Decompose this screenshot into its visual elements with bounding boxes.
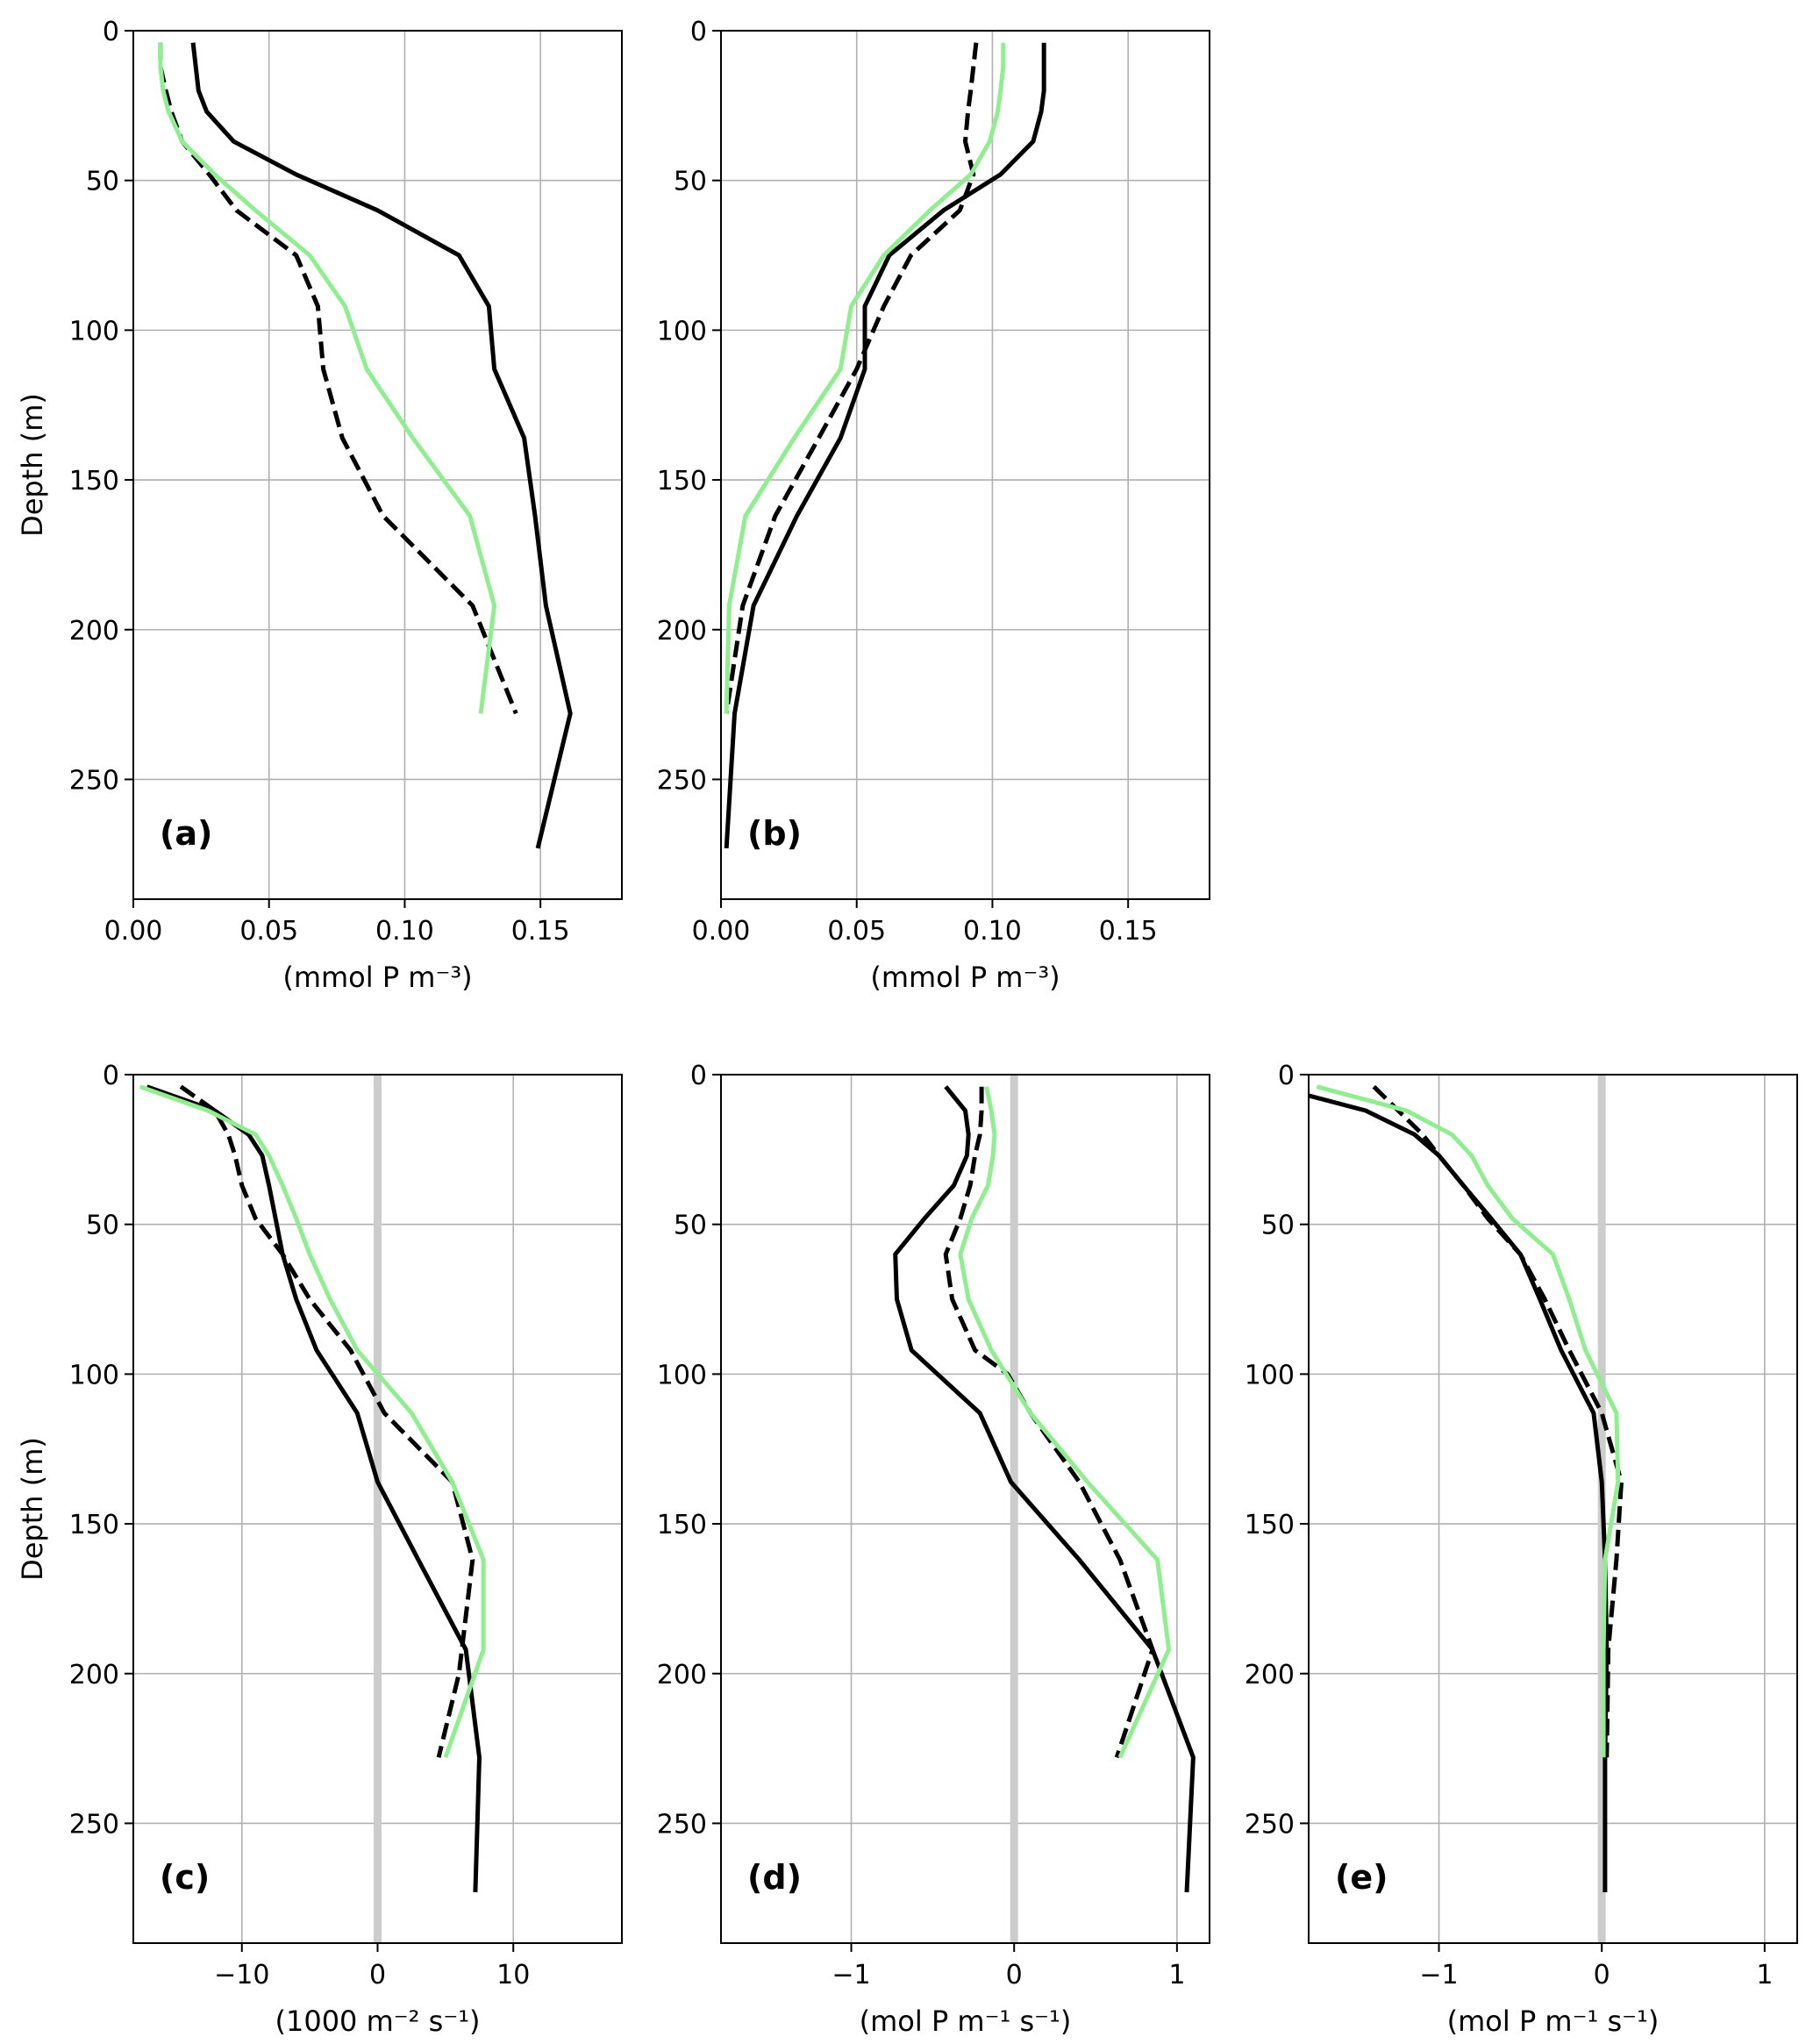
y-tick-label: 100 [69,1360,119,1390]
y-tick-label: 150 [657,1510,707,1540]
series-green-solid [724,42,1006,714]
x-tick-label: 0.05 [239,916,298,947]
axes-frame [1308,1074,1798,1944]
y-tick-label: 0 [103,17,119,47]
panel-label: (b) [747,814,802,853]
y-tick-label: 50 [86,1211,119,1241]
series-black-dashed [1372,1084,1624,1758]
series-group [158,42,573,849]
series-group [1309,1084,1624,1892]
x-tick-label: 0 [1594,1960,1610,1990]
series-black-solid [893,1085,1196,1893]
series-group [139,1084,486,1893]
y-tick-label: 100 [1245,1360,1295,1390]
x-tick-label: 0.10 [963,916,1022,947]
series-group [724,42,1046,849]
x-axis-label: (mol P m⁻¹ s⁻¹) [860,2005,1072,2038]
x-tick-label: −10 [214,1960,269,1990]
y-tick-label: 200 [69,616,119,647]
y-tick-label: 250 [69,1809,119,1840]
x-tick-label: 1 [1168,1960,1185,1990]
chart-panel-2: 0.00 0.05 0.10 0.15 0 50 100 150 200 250 (mmol P m… [657,17,1210,994]
chart-panel-1: 0.00 0.05 0.10 0.15 0 50 100 150 200 250 (mmol P m… [16,17,623,994]
y-tick-label: 200 [1245,1660,1295,1690]
y-tick-label: 250 [657,1809,707,1840]
series-green-solid [158,42,497,714]
y-tick-label: 0 [690,17,707,47]
x-tick-label: −1 [832,1960,870,1990]
series-black-dashed [943,1086,1155,1759]
x-axis-label: (mmol P m⁻³) [282,961,472,994]
y-tick-label: 150 [1245,1510,1295,1540]
panel-label: (d) [747,1858,802,1897]
y-tick-label: 200 [69,1660,119,1690]
x-axis-label: (mol P m⁻¹ s⁻¹) [1447,2005,1660,2038]
y-tick-label: 200 [657,1660,707,1690]
y-axis-label: Depth (m) [16,393,49,537]
y-tick-label: 50 [674,167,707,197]
x-tick-label: 0.05 [827,916,886,947]
series-black-solid [724,42,1046,849]
x-tick-label: 10 [496,1960,530,1990]
series-black-dashed [158,42,518,715]
chart-panel-5: −1 0 1 0 50 100 150 200 250 (mol P m⁻¹ s⁻¹) (e) [1245,1061,1798,2038]
series-group [893,1085,1196,1893]
y-tick-label: 50 [674,1211,707,1241]
x-tick-label: 0 [1006,1960,1023,1990]
panel-label: (e) [1335,1858,1388,1897]
panel-label: (c) [160,1858,210,1897]
x-tick-label: −1 [1419,1960,1458,1990]
chart-panel-4: −1 0 1 0 50 100 150 200 250 (mol P m⁻¹ s⁻¹) (d) [657,1061,1210,2038]
series-black-solid [146,1084,482,1893]
series-black-dashed [179,1084,475,1758]
x-axis-label: (1000 m⁻² s⁻¹) [275,2005,480,2038]
x-tick-label: 0.15 [511,916,570,947]
y-tick-label: 250 [657,765,707,796]
x-tick-label: 1 [1756,1960,1773,1990]
series-black-dashed [724,42,979,714]
series-green-solid [139,1084,486,1759]
y-tick-label: 50 [1261,1211,1295,1241]
y-tick-label: 150 [69,1510,119,1540]
x-tick-label: 0.00 [104,916,163,947]
y-tick-label: 150 [657,466,707,497]
y-tick-label: 0 [1278,1061,1295,1091]
y-tick-label: 250 [69,765,119,796]
y-tick-label: 250 [1245,1809,1295,1840]
y-tick-label: 150 [69,466,119,497]
y-tick-label: 0 [690,1061,707,1091]
y-tick-label: 100 [657,316,707,347]
y-tick-label: 50 [86,167,119,197]
y-tick-label: 100 [657,1360,707,1390]
series-black-solid [190,42,573,849]
series-green-solid [958,1086,1172,1759]
y-axis-label: Depth (m) [16,1437,49,1581]
axes-frame [132,30,623,900]
y-tick-label: 100 [69,316,119,347]
axes-frame [720,1074,1210,1944]
y-tick-label: 200 [657,616,707,647]
x-tick-label: 0 [369,1960,386,1990]
series-green-solid [1316,1084,1621,1758]
x-axis-label: (mmol P m⁻³) [870,961,1060,994]
x-tick-label: 0.15 [1099,916,1158,947]
x-tick-label: 0.00 [692,916,751,947]
axes-frame [720,30,1210,900]
x-tick-label: 0.10 [375,916,434,947]
y-tick-label: 0 [103,1061,119,1091]
panel-label: (a) [160,814,212,853]
